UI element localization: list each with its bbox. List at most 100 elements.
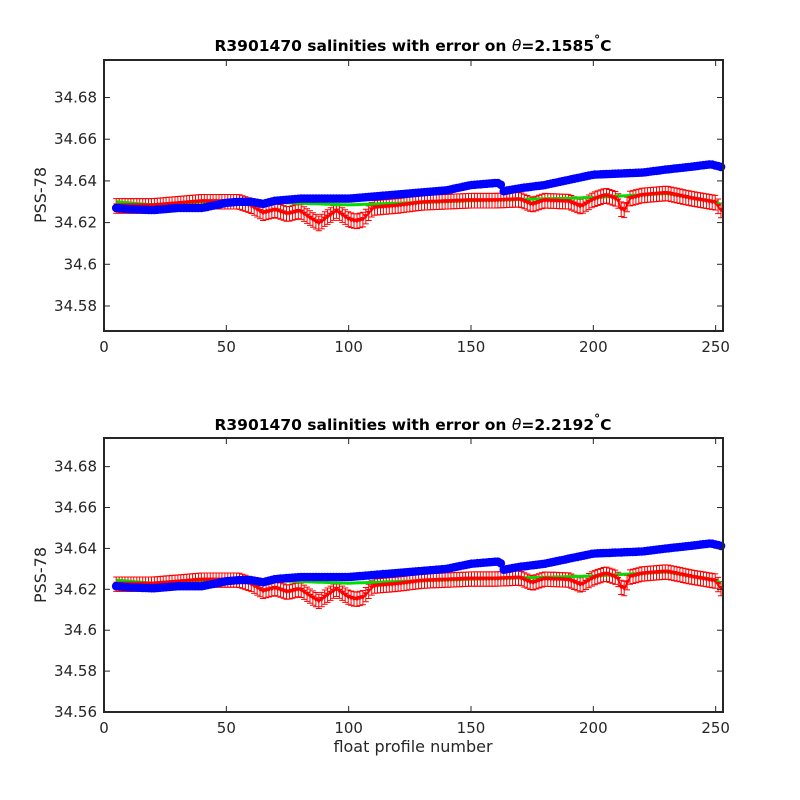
axes-2: 0 50 100 150 200 250 34.56 34.58 34.6 34.62 34.64 3… [54,437,730,737]
calibrated-point [327,590,334,596]
calibrated-point [257,587,264,593]
calibrated-point [524,578,531,584]
calibrated-point [583,201,589,207]
raw-salinity-point [496,559,506,568]
y-tick-label: 34.68 [54,458,97,476]
calibrated-point [336,210,343,216]
calibrated-point [327,212,334,218]
calibrated-point [324,214,331,220]
x-tick-label: 50 [217,719,236,737]
x-tick-label: 50 [217,338,236,356]
calibrated-point [715,203,722,209]
chart-panel-2: R3901470 salinities with error on θ=2.21… [31,412,730,756]
calibrated-point [309,217,316,223]
axes-1: 0 50 100 150 200 250 34.58 34.6 34.62 34.64 34.66 3… [54,59,730,356]
title-unit: C [600,37,611,55]
calibrated-point [321,216,328,222]
calibrated-point [333,208,340,214]
calibrated-point [624,202,631,207]
x-tick-label: 250 [701,719,730,737]
title-value: =2.2192 [521,416,594,434]
calibrated-point [368,207,375,213]
title-value: =2.1585 [521,37,594,55]
y-tick-label: 34.64 [54,172,97,190]
x-tick-label: 200 [579,719,608,737]
calibrated-point [254,585,261,591]
calibrated-point [304,591,311,597]
title-unit: C [600,416,611,434]
calibrated-point [621,207,628,213]
x-tick-label: 100 [334,719,363,737]
calibrated-point [580,581,587,587]
calibrated-point [568,578,575,584]
calibrated-point [624,580,631,586]
calibrated-point [301,589,308,595]
calibrated-point [368,585,375,591]
calibrated-point [307,593,313,599]
calibrated-point [307,215,313,221]
calibrated-point [712,578,719,584]
title-degree: ° [594,33,600,47]
calibrated-point [315,220,322,226]
calibrated-point [330,588,337,594]
y-tick-label: 34.6 [64,621,97,639]
calibrated-point [324,592,331,598]
x-tick-label: 150 [457,338,486,356]
chart-title-1: R3901470 salinities with error on θ=2.15… [214,33,611,55]
calibrated-point [715,582,722,587]
title-prefix: R3901470 salinities with error on [214,416,511,434]
title-degree: ° [594,412,600,426]
y-tick-label: 34.62 [54,214,97,232]
calibrated-point [621,586,628,591]
y-tick-label: 34.58 [54,297,97,315]
calibrated-point [583,579,589,585]
calibrated-point [318,597,325,602]
calibrated-point [585,199,592,205]
calibrated-point [342,214,349,220]
y-tick-label: 34.62 [54,580,97,598]
calibrated-point [336,588,343,594]
plot-frame [103,437,724,713]
calibrated-point [330,210,337,216]
calibrated-point [333,586,340,592]
calibrated-point [312,219,319,225]
plot-marks-2 [111,539,726,609]
calibrated-point [339,212,346,218]
calibrated-point [315,598,322,604]
title-prefix: R3901470 salinities with error on [214,37,511,55]
title-theta: θ [512,37,522,55]
calibrated-point [615,576,622,582]
calibrated-point [257,209,264,214]
y-tick-label: 34.6 [64,255,97,273]
calibrated-point [312,597,319,603]
title-theta: θ [512,416,522,434]
calibrated-point [321,594,328,600]
raw-salinity-point [716,162,726,172]
calibrated-point [298,587,305,593]
plot-marks-1 [111,160,726,232]
x-tick-label: 100 [334,338,363,356]
y-tick-label: 34.66 [54,499,97,517]
calibrated-point [309,595,316,601]
x-tick-label: 250 [701,338,730,356]
calibrated-point [301,211,308,217]
calibrated-point [304,213,311,219]
y-axis-label-1: PSS-78 [31,167,50,223]
y-tick-label: 34.68 [54,89,97,107]
raw-salinity-point [496,180,506,189]
calibrated-point [359,595,366,601]
calibrated-point [712,200,719,206]
chart-panel-1: R3901470 salinities with error on θ=2.15… [31,33,730,356]
plot-frame [103,59,724,332]
calibrated-point [365,210,372,216]
calibrated-point [298,209,305,215]
calibrated-point [362,592,369,598]
calibrated-point [521,199,528,204]
calibrated-point [365,588,372,594]
calibrated-point [339,590,346,596]
x-tick-label: 0 [99,719,109,737]
x-axis-label-2: float profile number [333,737,493,756]
y-tick-label: 34.58 [54,662,97,680]
y-tick-label: 34.56 [54,703,97,721]
